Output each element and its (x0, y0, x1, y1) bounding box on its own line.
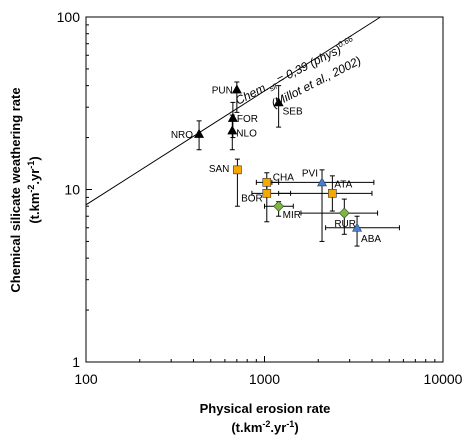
x-axis-title-line1: Physical erosion rate (200, 401, 331, 416)
axis-ticks: 100 1000 10000 1 10 100 (57, 9, 463, 387)
x-tick-label: 10000 (424, 371, 463, 387)
equation-subscript: sil (268, 82, 279, 94)
label-for: FOR (237, 114, 258, 125)
marker-bor (262, 189, 272, 198)
y-axis-title-line2: (t.km-2.yr-1) (26, 156, 42, 223)
marker-mir (273, 200, 285, 212)
marker-pvi (317, 177, 328, 187)
label-seb: SEB (283, 106, 303, 117)
label-aba: ABA (361, 234, 381, 245)
label-cha: CHA (273, 172, 294, 183)
marker-for (227, 112, 238, 122)
y-axis-title-line1: Chemical silicate weathering rate (8, 87, 23, 292)
x-tick-label: 1000 (249, 371, 280, 387)
y-tick-label: 1 (72, 354, 80, 370)
label-nro: NRO (171, 130, 193, 141)
error-bars (196, 81, 400, 247)
label-pun: PUN (212, 85, 233, 96)
marker-san (233, 165, 242, 175)
marker-rur (338, 207, 350, 219)
label-ata: ATA (334, 179, 352, 190)
label-mir: MIR (283, 210, 301, 221)
marker-aba (352, 222, 363, 232)
marker-ata (328, 189, 337, 198)
marker-pun (231, 84, 242, 94)
label-san: SAN (209, 164, 230, 175)
marker-nro (194, 128, 205, 138)
label-bor: BOR (241, 193, 263, 204)
label-rur: RUR (334, 219, 356, 230)
marker-cha (262, 178, 272, 187)
x-axis-title-line2: (t.km-2.yr-1) (231, 419, 298, 435)
label-nlo: NLO (236, 128, 257, 139)
point-labels: NRO PUN FOR NLO SEB SAN CHA BOR ATA PVI ABA MIR RUR (171, 85, 382, 244)
marker-seb (273, 97, 284, 107)
x-tick-label: 100 (74, 371, 98, 387)
marker-nlo (227, 125, 238, 135)
equation-superscript: 0.66 (336, 34, 354, 49)
data-markers (194, 84, 363, 232)
y-tick-label: 10 (64, 182, 80, 198)
label-pvi: PVI (302, 168, 318, 179)
y-tick-label: 100 (57, 9, 81, 25)
